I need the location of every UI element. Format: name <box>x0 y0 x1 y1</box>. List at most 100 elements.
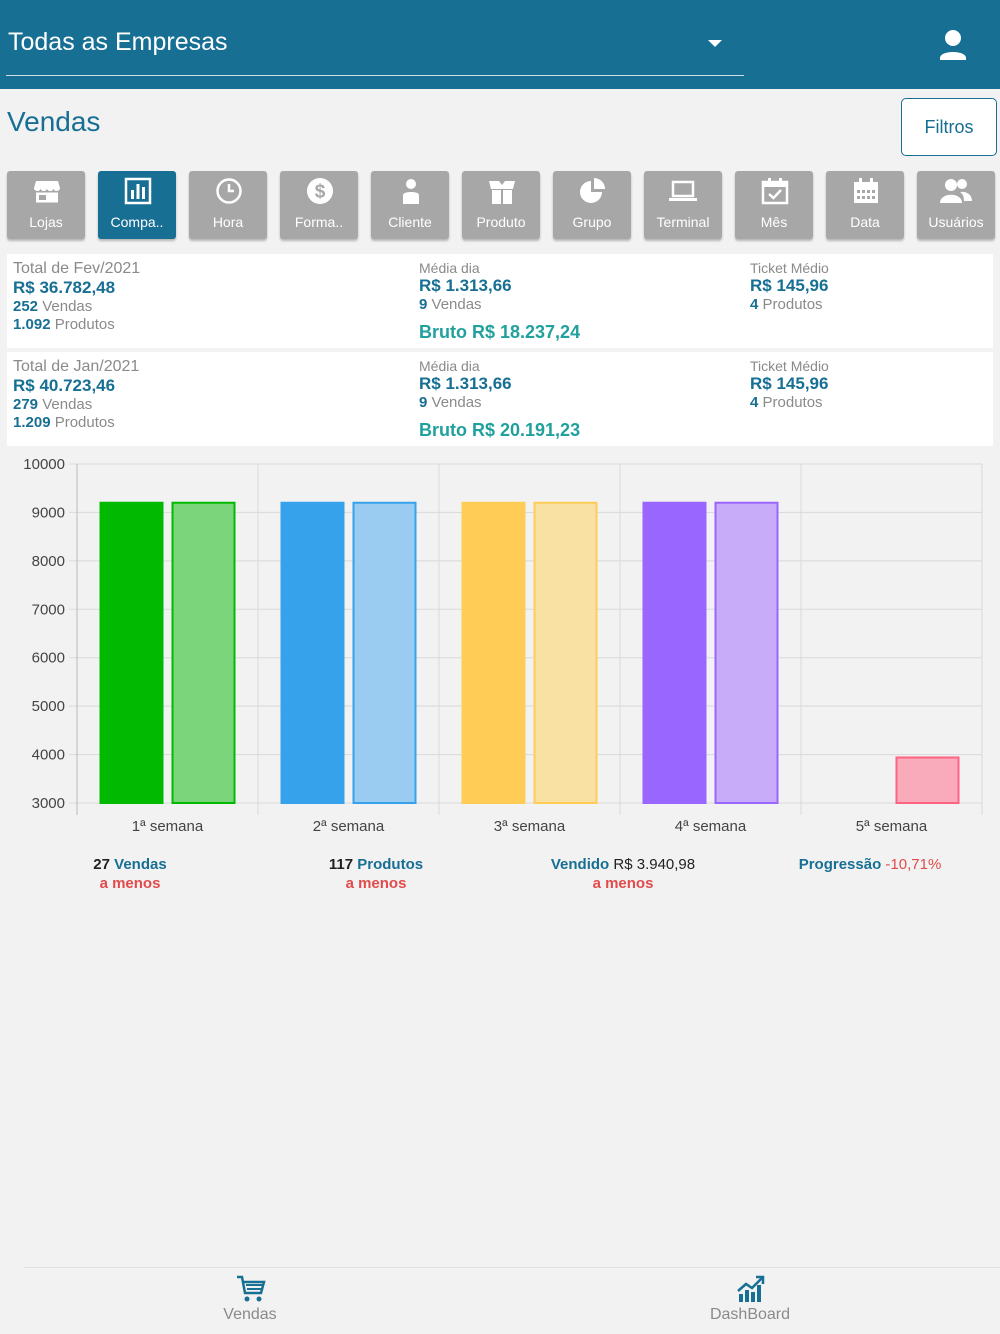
bar-chart-icon <box>124 177 152 205</box>
tab-label: Compa.. <box>110 214 164 230</box>
summary-media-column: Média dia R$ 1.313,66 9 Vendas Bruto R$ … <box>419 260 580 343</box>
ticket-produtos-count: 4 <box>750 296 759 313</box>
summary-total: R$ 40.723,46 <box>13 376 116 395</box>
stat-vendas-word: Vendas <box>114 856 167 873</box>
nav-dashboard[interactable]: DashBoard <box>650 1268 850 1330</box>
nav-vendas[interactable]: Vendas <box>150 1268 350 1330</box>
svg-text:$: $ <box>315 182 326 203</box>
summary-card-current: Total de Fev/2021 R$ 36.782,48 252 Venda… <box>7 254 993 348</box>
x-tick-label: 3ª semana <box>494 818 566 835</box>
summary-produtos-count: 1.209 <box>13 414 51 431</box>
ticket-label: Ticket Médio <box>750 260 829 276</box>
company-select-value: Todas as Empresas <box>8 28 228 56</box>
x-tick-label: 4ª semana <box>675 818 747 835</box>
bruto-value: Bruto R$ 20.191,23 <box>419 420 581 440</box>
tab-label: Data <box>850 214 880 230</box>
cart-icon <box>237 1275 266 1302</box>
summary-card-previous: Total de Jan/2021 R$ 40.723,46 279 Venda… <box>7 352 993 446</box>
y-tick-label: 6000 <box>32 650 65 667</box>
summary-vendas: 252 Vendas <box>13 298 140 316</box>
summary-title: Total de Fev/2021 <box>13 260 141 277</box>
chart-bar <box>895 756 960 804</box>
x-tick-label: 1ª semana <box>132 818 204 835</box>
tab-label: Lojas <box>29 214 63 230</box>
summary-vendas-label: Vendas <box>42 396 93 413</box>
tab-mes[interactable]: Mês <box>735 171 813 239</box>
caret-down-icon <box>708 40 722 47</box>
media-vendas-label: Vendas <box>431 296 482 313</box>
tab-comparativo[interactable]: Compa.. <box>98 171 176 239</box>
tab-label: Hora <box>212 214 244 230</box>
summary-produtos: 1.092 Produtos <box>13 316 140 334</box>
person-icon <box>403 179 419 204</box>
stat-progressao-num: -10,71% <box>885 856 942 873</box>
y-tick-label: 5000 <box>32 698 65 715</box>
summary-vendas: 279 Vendas <box>13 396 139 414</box>
stat-produtos-num: 117 <box>328 856 354 873</box>
tab-usuarios[interactable]: Usuários <box>917 171 995 239</box>
media-vendas: 9 Vendas <box>419 394 580 412</box>
summary-total-column: Total de Fev/2021 R$ 36.782,48 252 Venda… <box>13 260 140 334</box>
summary-ticket-column: Ticket Médio R$ 145,96 4 Produtos <box>750 358 829 412</box>
tab-data[interactable]: Data <box>826 171 904 239</box>
summary-produtos-label: Produtos <box>54 414 115 431</box>
bottom-nav: Vendas DashBoard <box>24 1267 1000 1334</box>
stat-produtos-word: Produtos <box>357 856 424 873</box>
top-bar: Todas as Empresas <box>0 0 1000 89</box>
chart-bar <box>642 501 707 804</box>
clock-icon <box>216 178 242 204</box>
summary-produtos: 1.209 Produtos <box>13 414 139 432</box>
tab-produto[interactable]: Produto <box>462 171 540 239</box>
ticket-produtos-label: Produtos <box>762 394 823 411</box>
stat-vendas-less: a menos <box>99 875 161 892</box>
summary-media-column: Média dia R$ 1.313,66 9 Vendas Bruto R$ … <box>419 358 580 441</box>
stat-vendido-diff: Vendido R$ 3.940,98 a menos <box>523 855 723 893</box>
user-button[interactable] <box>932 25 974 65</box>
tab-label: Grupo <box>572 214 612 230</box>
chart-bar <box>714 501 779 804</box>
stat-vendas-num: 27 <box>93 856 110 873</box>
tab-forma-pagamento[interactable]: $ Forma.. <box>280 171 358 239</box>
chart-bar <box>99 501 164 804</box>
ticket-label: Ticket Médio <box>750 358 829 374</box>
media-value: R$ 1.313,66 <box>419 276 512 295</box>
pie-chart-icon <box>580 178 605 203</box>
ticket-produtos: 4 Produtos <box>750 296 829 314</box>
company-select[interactable]: Todas as Empresas <box>6 22 744 76</box>
tab-cliente[interactable]: Cliente <box>371 171 449 239</box>
tab-label: Cliente <box>388 214 432 230</box>
nav-label: Vendas <box>223 1306 277 1323</box>
tab-label: Forma.. <box>294 214 344 230</box>
nav-label: DashBoard <box>709 1306 791 1323</box>
ticket-value: R$ 145,96 <box>750 374 829 393</box>
ticket-value: R$ 145,96 <box>750 276 829 295</box>
media-vendas: 9 Vendas <box>419 296 580 314</box>
stat-produtos-less: a menos <box>345 875 407 892</box>
tab-label: Terminal <box>656 214 710 230</box>
y-tick-label: 8000 <box>32 553 65 570</box>
media-vendas-count: 9 <box>419 394 428 411</box>
summary-ticket-column: Ticket Médio R$ 145,96 4 Produtos <box>750 260 829 314</box>
tab-hora[interactable]: Hora <box>189 171 267 239</box>
y-tick-label: 9000 <box>32 504 65 521</box>
y-tick-label: 4000 <box>32 747 65 764</box>
y-tick-label: 7000 <box>32 601 65 618</box>
calendar-icon <box>854 178 878 203</box>
user-icon <box>940 30 966 60</box>
summary-vendas-label: Vendas <box>42 298 93 315</box>
category-tabs: Lojas Compa.. Hora $ Forma.. Cliente <box>0 171 1000 239</box>
filters-button[interactable]: Filtros <box>901 98 997 156</box>
stat-progressao: Progressão -10,71% <box>780 855 960 874</box>
ticket-produtos: 4 Produtos <box>750 394 829 412</box>
ticket-produtos-label: Produtos <box>762 296 823 313</box>
summary-produtos-label: Produtos <box>54 316 115 333</box>
laptop-icon <box>669 180 697 201</box>
tab-terminal[interactable]: Terminal <box>644 171 722 239</box>
stat-vendido-word: Vendido <box>550 856 610 873</box>
summary-vendas-count: 252 <box>13 298 39 315</box>
tab-lojas[interactable]: Lojas <box>7 171 85 239</box>
dollar-icon: $ <box>307 178 333 204</box>
chart-bar <box>461 501 526 804</box>
tab-grupo[interactable]: Grupo <box>553 171 631 239</box>
store-icon <box>34 181 60 203</box>
